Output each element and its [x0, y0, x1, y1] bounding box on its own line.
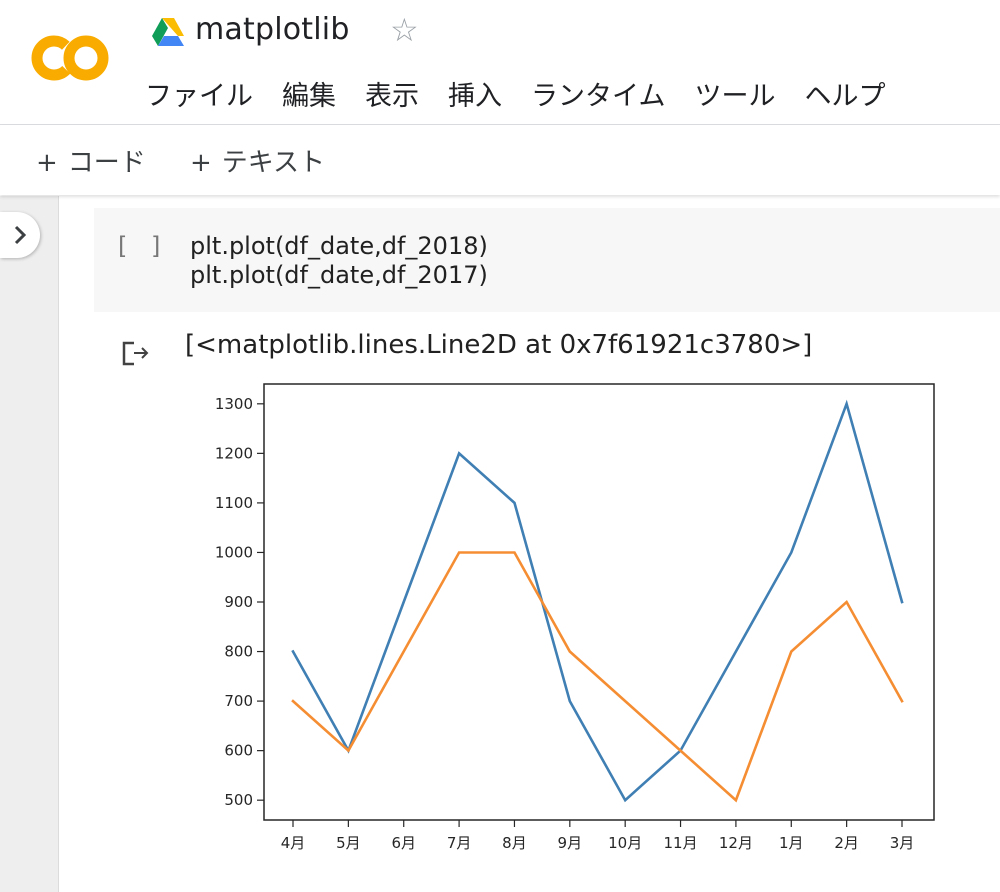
add-code-label: コード: [67, 148, 146, 178]
menu-view[interactable]: 表示: [365, 81, 419, 112]
y-tick-label: 500: [224, 791, 253, 809]
y-tick-label: 800: [224, 643, 253, 661]
series-line-1: [291, 399, 904, 803]
code-line: plt.plot(df_date,df_2018): [190, 232, 488, 260]
output-text: [<matplotlib.lines.Line2D at 0x7f61921c3…: [185, 330, 813, 360]
chevron-right-icon: [14, 225, 27, 245]
google-drive-icon[interactable]: [152, 18, 184, 46]
x-tick-label: 7月: [447, 834, 472, 852]
plus-icon: +: [190, 148, 212, 178]
x-tick-label: 12月: [719, 834, 753, 852]
y-tick-label: 1200: [215, 444, 253, 462]
menu-runtime[interactable]: ランタイム: [531, 81, 666, 112]
x-tick-label: 11月: [663, 834, 697, 852]
x-tick-label: 1月: [779, 834, 804, 852]
add-text-button[interactable]: + テキスト: [190, 142, 325, 179]
menu-edit[interactable]: 編集: [282, 81, 336, 112]
menu-help[interactable]: ヘルプ: [804, 81, 886, 112]
cell-run-button[interactable]: [ ]: [118, 232, 169, 260]
x-tick-label: 5月: [336, 834, 361, 852]
toolbar: + コード + テキスト: [0, 125, 1000, 195]
y-tick-label: 1000: [215, 543, 253, 561]
expand-sidebar-button[interactable]: [0, 212, 40, 258]
star-icon[interactable]: ☆: [390, 11, 419, 49]
y-tick-label: 900: [224, 593, 253, 611]
colab-logo-icon[interactable]: [28, 30, 112, 86]
app-header: matplotlib ☆ ファイル 編集 表示 挿入 ランタイム ツール ヘルプ: [0, 0, 1000, 125]
add-code-button[interactable]: + コード: [36, 142, 146, 179]
menu-tools[interactable]: ツール: [694, 81, 776, 112]
y-tick-label: 600: [224, 742, 253, 760]
y-tick-label: 1100: [215, 494, 253, 512]
x-tick-label: 2月: [834, 834, 859, 852]
y-tick-label: 700: [224, 692, 253, 710]
menu-file[interactable]: ファイル: [145, 81, 253, 112]
x-tick-label: 8月: [502, 834, 527, 852]
x-tick-label: 3月: [890, 834, 915, 852]
left-gutter: [0, 196, 59, 892]
code-line: plt.plot(df_date,df_2017): [190, 261, 488, 289]
x-tick-label: 4月: [281, 834, 306, 852]
y-tick-label: 1300: [215, 395, 253, 413]
output-icon[interactable]: [120, 338, 154, 368]
code-cell[interactable]: [94, 208, 1000, 312]
x-tick-label: 10月: [608, 834, 642, 852]
code-editor[interactable]: plt.plot(df_date,df_2018) plt.plot(df_dat…: [190, 232, 488, 290]
menu-insert[interactable]: 挿入: [448, 81, 502, 112]
x-tick-label: 9月: [558, 834, 583, 852]
notebook-title[interactable]: matplotlib: [195, 12, 350, 47]
plus-icon: +: [36, 148, 58, 178]
x-tick-label: 6月: [391, 834, 416, 852]
menu-bar: ファイル 編集 表示 挿入 ランタイム ツール ヘルプ: [145, 74, 885, 113]
line-chart: 500 600 700 800 900 1000 1100 1200 1300 4月 5月 6月 7月 8…: [215, 383, 935, 852]
series-line-2: [291, 551, 904, 803]
add-text-label: テキスト: [221, 148, 326, 178]
